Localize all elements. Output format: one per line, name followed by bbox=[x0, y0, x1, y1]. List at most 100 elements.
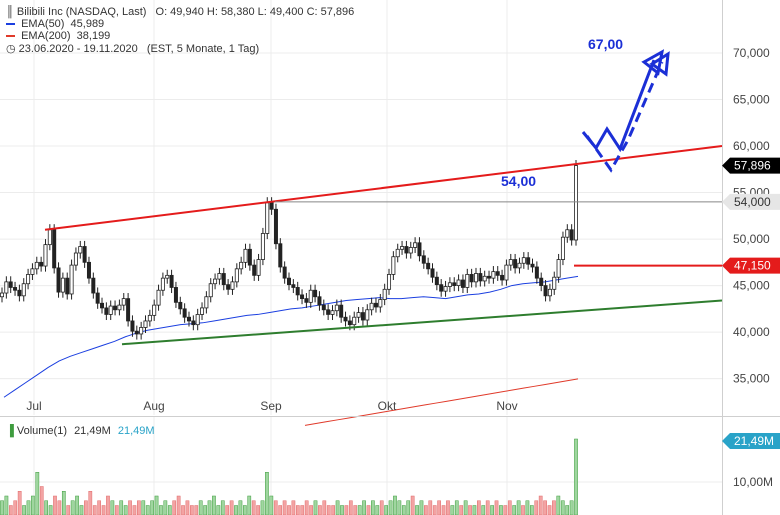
volume-label: Volume(1) bbox=[16, 425, 67, 437]
legend-title-row: ║ Bilibili Inc (NASDAQ, Last) O: 49,940 … bbox=[6, 6, 354, 18]
volume-bar bbox=[154, 495, 159, 515]
candle-body bbox=[160, 277, 165, 291]
candlestick-series bbox=[0, 160, 579, 340]
candle-body bbox=[247, 248, 252, 266]
candle-body bbox=[113, 305, 118, 311]
volume-bar bbox=[344, 505, 349, 515]
volume-bar bbox=[150, 500, 154, 515]
volume-bar bbox=[318, 505, 322, 515]
candle-body bbox=[104, 307, 109, 315]
resistance-price-tag: 54,000 bbox=[722, 193, 780, 210]
arrow-dashed-head bbox=[649, 51, 670, 77]
volume-bar bbox=[331, 505, 336, 515]
volume-bar bbox=[313, 500, 318, 515]
volume-bar bbox=[291, 500, 296, 515]
candle-body bbox=[52, 229, 57, 269]
candle-body bbox=[539, 277, 544, 286]
volume-bar bbox=[538, 495, 543, 515]
candle-body bbox=[21, 283, 26, 297]
volume-bar bbox=[114, 505, 119, 515]
volume-bar bbox=[450, 505, 455, 515]
volume-bar bbox=[446, 500, 450, 515]
candle-body bbox=[317, 296, 322, 306]
volume-bar bbox=[194, 505, 199, 515]
candle-body bbox=[569, 229, 574, 241]
ema50-line bbox=[3, 275, 579, 398]
volume-bar bbox=[472, 505, 477, 515]
volume-bar bbox=[278, 505, 283, 515]
volume-bar bbox=[441, 505, 446, 515]
candle-body bbox=[165, 274, 170, 279]
candle-body bbox=[482, 275, 487, 282]
candle-body bbox=[139, 327, 144, 335]
candle-body bbox=[243, 248, 248, 263]
candle-body bbox=[269, 202, 274, 210]
candle-body bbox=[369, 302, 374, 311]
candle-icon: ║ bbox=[6, 6, 14, 18]
ohlc-values: O: 49,940 H: 58,380 L: 49,400 C: 57,896 bbox=[155, 6, 355, 18]
volume-bar bbox=[384, 505, 388, 515]
volume-bar bbox=[326, 505, 331, 515]
ema50-path bbox=[3, 275, 579, 398]
volume-bar bbox=[66, 505, 71, 515]
candle-body bbox=[95, 292, 100, 304]
volume-bar bbox=[485, 500, 490, 515]
volume-bar bbox=[424, 505, 428, 515]
volume-bar bbox=[534, 500, 539, 515]
candle-body bbox=[226, 284, 231, 290]
ema200-path bbox=[304, 378, 579, 426]
candle-body bbox=[56, 267, 61, 293]
clock-icon: ◷ bbox=[6, 43, 16, 55]
volume-bar bbox=[565, 505, 570, 515]
candle-body bbox=[239, 261, 244, 270]
candle-body bbox=[26, 274, 31, 285]
candle-body bbox=[17, 289, 22, 297]
volume-bar bbox=[362, 500, 366, 515]
candle-body bbox=[286, 277, 291, 286]
candle-body bbox=[560, 236, 565, 260]
volume-bar bbox=[260, 500, 265, 515]
volume-bar bbox=[335, 500, 340, 515]
candle-body bbox=[473, 273, 478, 283]
candle-body bbox=[360, 312, 365, 321]
volume-price-tag-text: 21,49M bbox=[734, 434, 774, 448]
candle-body bbox=[526, 257, 531, 265]
volume-bar bbox=[22, 505, 26, 515]
volume-bar bbox=[229, 500, 234, 515]
volume-bar bbox=[468, 505, 472, 515]
candle-body bbox=[169, 274, 174, 288]
volume-bar bbox=[357, 505, 362, 515]
candle-body bbox=[521, 257, 526, 264]
volume-bar bbox=[75, 495, 79, 515]
candle-body bbox=[426, 262, 431, 270]
volume-bar bbox=[13, 500, 18, 515]
candle-body bbox=[0, 292, 4, 298]
candle-body bbox=[469, 274, 474, 283]
volume-bar bbox=[35, 472, 40, 515]
candle-body bbox=[265, 202, 270, 234]
date-range: 23.06.2020 - 19.11.2020 bbox=[18, 43, 138, 55]
volume-bar bbox=[247, 495, 252, 515]
volume-bar bbox=[220, 500, 225, 515]
volume-bar bbox=[88, 491, 93, 515]
volume-bar bbox=[463, 500, 468, 515]
volume-bar bbox=[106, 495, 110, 515]
candle-body bbox=[182, 308, 187, 318]
legend-ema50: EMA(50) 45,989 bbox=[6, 18, 354, 30]
volume-bar bbox=[415, 505, 419, 515]
price-levels bbox=[275, 201, 722, 267]
volume-bar bbox=[477, 500, 481, 515]
volume-bar bbox=[8, 505, 13, 515]
candle-body bbox=[387, 274, 392, 290]
candle-body bbox=[443, 286, 448, 292]
volume-bar bbox=[547, 505, 552, 515]
candle-body bbox=[430, 268, 435, 278]
candle-body bbox=[82, 246, 87, 263]
y-tick-label: 45,000 bbox=[733, 279, 770, 293]
volume-bar bbox=[401, 505, 406, 515]
ema50-label: EMA(50) bbox=[21, 18, 65, 30]
candle-body bbox=[130, 320, 135, 332]
volume-bar bbox=[79, 505, 84, 515]
